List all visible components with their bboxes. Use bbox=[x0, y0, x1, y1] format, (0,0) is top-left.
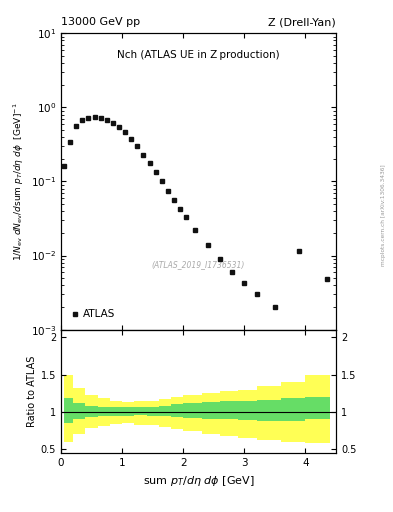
ATLAS bbox=[147, 160, 152, 166]
ATLAS bbox=[62, 163, 66, 169]
ATLAS bbox=[172, 197, 176, 203]
ATLAS bbox=[105, 117, 109, 123]
ATLAS bbox=[184, 214, 189, 220]
ATLAS bbox=[272, 304, 277, 310]
ATLAS bbox=[92, 114, 97, 120]
ATLAS bbox=[123, 130, 127, 136]
Text: Nch (ATLAS UE in Z production): Nch (ATLAS UE in Z production) bbox=[117, 50, 280, 59]
ATLAS bbox=[98, 115, 103, 121]
Text: mcplots.cern.ch [arXiv:1306.3436]: mcplots.cern.ch [arXiv:1306.3436] bbox=[381, 164, 386, 266]
ATLAS bbox=[135, 143, 140, 149]
Legend: ATLAS: ATLAS bbox=[67, 305, 119, 324]
ATLAS bbox=[242, 281, 247, 287]
Text: Z (Drell-Yan): Z (Drell-Yan) bbox=[268, 17, 336, 27]
ATLAS bbox=[217, 256, 222, 262]
ATLAS bbox=[165, 187, 170, 194]
ATLAS bbox=[325, 276, 329, 282]
ATLAS bbox=[178, 205, 182, 211]
ATLAS bbox=[205, 242, 210, 248]
ATLAS bbox=[160, 178, 164, 184]
ATLAS bbox=[68, 139, 72, 145]
ATLAS bbox=[153, 169, 158, 175]
ATLAS bbox=[129, 136, 134, 142]
ATLAS bbox=[117, 124, 121, 130]
ATLAS bbox=[110, 120, 115, 126]
ATLAS bbox=[74, 123, 79, 129]
Line: ATLAS: ATLAS bbox=[62, 115, 329, 310]
Y-axis label: $1/N_\mathsf{ev}\ dN_\mathsf{ev}/d\mathsf{sum}\ p_T/d\eta\ d\phi$  [GeV]$^{-1}$: $1/N_\mathsf{ev}\ dN_\mathsf{ev}/d\maths… bbox=[12, 102, 26, 261]
X-axis label: sum $p_T/d\eta\ d\phi$ [GeV]: sum $p_T/d\eta\ d\phi$ [GeV] bbox=[143, 474, 254, 487]
ATLAS bbox=[230, 269, 235, 275]
ATLAS bbox=[141, 152, 146, 158]
ATLAS bbox=[80, 117, 84, 123]
ATLAS bbox=[254, 291, 259, 297]
ATLAS bbox=[193, 227, 198, 233]
ATLAS bbox=[297, 248, 302, 254]
Text: (ATLAS_2019_I1736531): (ATLAS_2019_I1736531) bbox=[152, 260, 245, 269]
ATLAS bbox=[86, 115, 91, 121]
Y-axis label: Ratio to ATLAS: Ratio to ATLAS bbox=[26, 356, 37, 427]
Text: 13000 GeV pp: 13000 GeV pp bbox=[61, 17, 140, 27]
